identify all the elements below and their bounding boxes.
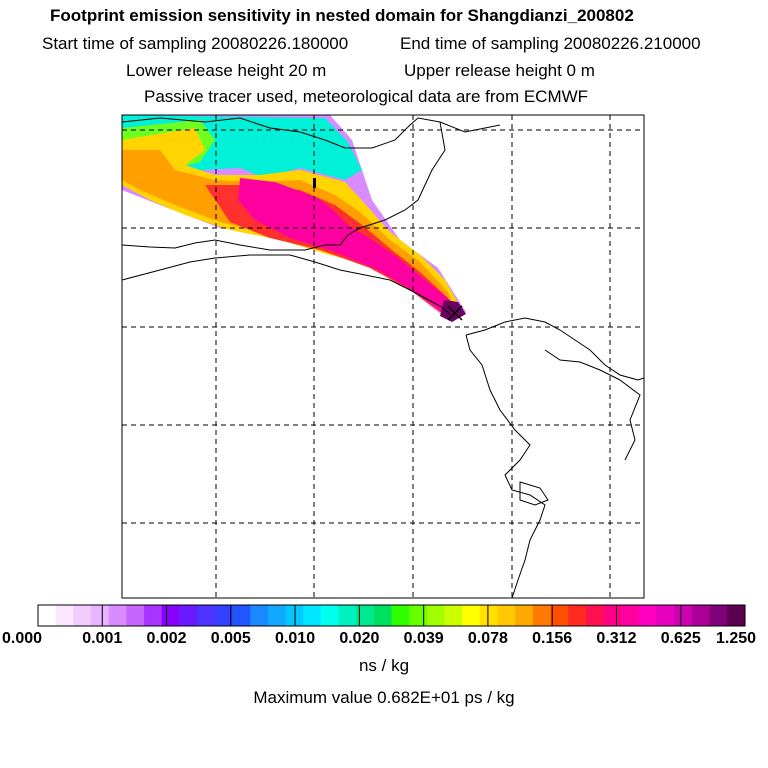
- map-frame: [121, 114, 645, 599]
- colorbar-swatch: [603, 605, 622, 626]
- colorbar-swatch: [462, 605, 481, 626]
- coastlines: [122, 117, 644, 598]
- colorbar-swatch: [674, 605, 693, 626]
- colorbar-swatch: [38, 605, 57, 626]
- colorbar-swatch: [73, 605, 92, 626]
- colorbar-swatch: [727, 605, 746, 626]
- plume-magenta: [238, 178, 456, 314]
- colorbar-swatch: [550, 605, 569, 626]
- colorbar-swatch: [285, 605, 304, 626]
- colorbar-swatch: [303, 605, 322, 626]
- colorbar-swatch: [250, 605, 269, 626]
- colorbar-swatch: [709, 605, 728, 626]
- colorbar-swatch: [479, 605, 499, 626]
- colorbar-swatch: [126, 605, 145, 626]
- colorbar-swatch: [621, 605, 640, 626]
- colorbar-swatch: [373, 605, 392, 626]
- colorbar-tick-label: 1.250: [715, 630, 757, 647]
- colorbar-tick-label: 0.020: [339, 630, 380, 647]
- colorbar-swatch: [568, 605, 587, 626]
- plot-title: Footprint emission sensitivity in nested…: [50, 6, 634, 25]
- colorbar-frame: [37, 604, 746, 627]
- colorbar-tick-label: 0.002: [146, 630, 187, 647]
- colorbar-tick-label: 0.039: [403, 630, 444, 647]
- colorbar-swatch: [179, 605, 198, 626]
- colorbar-swatch: [426, 605, 446, 626]
- colorbar-tick-label: 0.001: [82, 630, 123, 647]
- colorbar-tick-label: 0.625: [660, 630, 701, 647]
- colorbar-tick-label: 0.000: [1, 630, 43, 647]
- colorbar-tick-label: 0.078: [467, 630, 508, 647]
- colorbar-tick-label: 0.005: [210, 630, 251, 647]
- colorbar-swatch: [497, 605, 516, 626]
- upper-release-height: Upper release height 0 m: [404, 61, 595, 80]
- colorbar-swatch: [214, 605, 233, 626]
- release-point-icon: [447, 305, 463, 321]
- colorbar-swatch: [144, 605, 163, 626]
- colorbar-swatch: [197, 605, 216, 626]
- graticule: [122, 115, 644, 598]
- colorbar-swatch: [320, 605, 339, 626]
- colorbar-swatch: [444, 605, 463, 626]
- colorbar-swatch: [161, 605, 180, 626]
- colorbar-swatch: [638, 605, 658, 626]
- colorbar-tick-label: 0.156: [532, 630, 573, 647]
- colorbar-swatch: [267, 605, 286, 626]
- colorbar-swatch: [391, 605, 410, 626]
- colorbar-swatch: [338, 605, 357, 626]
- colorbar-swatch: [232, 605, 251, 626]
- colorbar: [37, 604, 746, 627]
- start-time: Start time of sampling 20080226.180000: [42, 34, 349, 53]
- station-marker-icon: [313, 178, 316, 188]
- colorbar-swatch: [656, 605, 675, 626]
- colorbar-swatch: [108, 605, 127, 626]
- colorbar-swatch: [91, 605, 110, 626]
- colorbar-swatch: [409, 605, 428, 626]
- tracer-note: Passive tracer used, meteorological data…: [144, 87, 589, 106]
- max-value: Maximum value 0.682E+01 ps / kg: [253, 688, 515, 707]
- end-time: End time of sampling 20080226.210000: [400, 34, 701, 53]
- lower-release-height: Lower release height 20 m: [126, 61, 327, 80]
- plume-layer: [122, 115, 466, 322]
- colorbar-tick-label: 0.312: [596, 630, 637, 647]
- colorbar-swatch: [532, 605, 552, 626]
- colorbar-swatch: [55, 605, 74, 626]
- colorbar-swatch: [515, 605, 534, 626]
- colorbar-tick-label: 0.010: [275, 630, 316, 647]
- colorbar-swatch: [585, 605, 605, 626]
- colorbar-unit: ns / kg: [358, 656, 410, 675]
- colorbar-swatch: [356, 605, 375, 626]
- colorbar-swatch: [691, 605, 711, 626]
